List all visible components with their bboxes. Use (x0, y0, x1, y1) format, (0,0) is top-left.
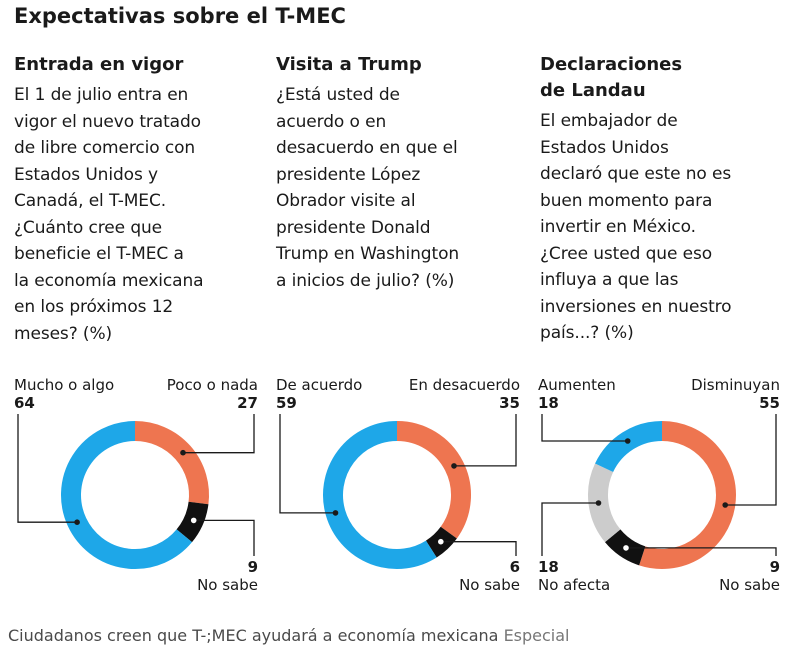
slice-value: 35 (499, 394, 520, 412)
column-declaraciones-de-landau: Declaraciones de Landau El embajador de … (540, 52, 790, 347)
leader-line (626, 547, 777, 556)
column-entrada-en-vigor: Entrada en vigor El 1 de julio entra en … (14, 52, 264, 347)
leader-line (183, 414, 255, 454)
leader-dot (595, 500, 602, 506)
column-visita-a-trump: Visita a Trump ¿Está usted de acuerdo o … (276, 52, 526, 294)
leader-line (725, 414, 777, 506)
column-heading: Declaraciones de Landau (540, 54, 683, 101)
slice-value: 6 (510, 558, 520, 576)
caption-text: Ciudadanos creen que T-;MEC ayudará a ec… (8, 626, 499, 645)
page-title: Expectativas sobre el T-MEC (14, 4, 346, 28)
column-question: El 1 de julio entra en vigor el nuevo tr… (14, 85, 204, 344)
leader-line (193, 519, 255, 556)
leader-dot (438, 538, 444, 545)
column-question: El embajador de Estados Unidos declaró q… (540, 111, 732, 343)
slice-label: Poco o nada (167, 376, 258, 394)
leader-line (279, 414, 336, 514)
slice-label: En desacuerdo (409, 376, 520, 394)
leader-line (440, 541, 517, 556)
slice-value: 64 (14, 394, 35, 412)
image-caption: Ciudadanos creen que T-;MEC ayudará a ec… (8, 626, 570, 645)
slice-value: 9 (770, 558, 780, 576)
donut-slice-aumenten (595, 421, 663, 473)
slice-label: Disminuyan (691, 376, 780, 394)
donut-slice-en-desacuerdo (396, 421, 471, 539)
slice-value: 9 (248, 558, 258, 576)
slice-label: No sabe (719, 576, 780, 594)
leader-dot (74, 519, 80, 525)
slice-value: 27 (237, 394, 258, 412)
donut-slice-disminuyan (639, 421, 736, 569)
slice-label: No sabe (459, 576, 520, 594)
leader-line (541, 414, 628, 442)
slice-label: No afecta (538, 576, 610, 594)
caption-source: Especial (503, 626, 570, 645)
slice-value: 59 (276, 394, 297, 412)
leader-line (541, 502, 599, 556)
slice-label: Mucho o algo (14, 376, 114, 394)
donut-slice-poco-o-nada (134, 421, 209, 505)
slice-value: 55 (759, 394, 780, 412)
column-heading: Visita a Trump (276, 54, 422, 75)
leader-line (454, 414, 517, 467)
slice-label: De acuerdo (276, 376, 362, 394)
leader-line (17, 414, 78, 523)
leader-dot (623, 545, 629, 551)
slice-value: 18 (538, 394, 559, 412)
leader-dot (722, 502, 728, 508)
leader-dot (624, 438, 631, 444)
column-question: ¿Está usted de acuerdo o en desacuerdo e… (276, 85, 460, 291)
leader-dot (190, 517, 197, 524)
slice-value: 18 (538, 558, 559, 576)
donut-slice-de-acuerdo (323, 421, 437, 569)
leader-dot (180, 449, 186, 456)
column-heading: Entrada en vigor (14, 54, 184, 75)
slice-label: Aumenten (538, 376, 616, 394)
leader-dot (332, 510, 339, 516)
slice-label: No sabe (197, 576, 258, 594)
leader-dot (451, 463, 457, 469)
